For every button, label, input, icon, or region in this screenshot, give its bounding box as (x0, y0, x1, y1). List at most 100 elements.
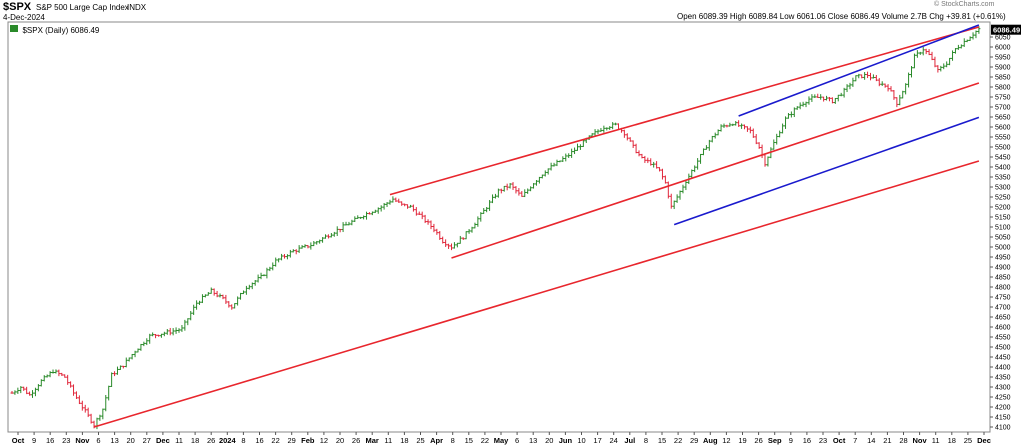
x-tick-label: 13 (529, 436, 537, 445)
x-tick-label: 7 (853, 436, 857, 445)
y-tick-label: 5500 (995, 145, 1011, 152)
x-tick-label: Oct (12, 436, 25, 445)
x-tick-label: 22 (674, 436, 682, 445)
blue-trendline (738, 24, 980, 117)
chart-symbol: $SPX (3, 1, 32, 13)
x-tick-label: 14 (867, 436, 875, 445)
x-tick-label: 21 (883, 436, 891, 445)
x-tick-label: 10 (577, 436, 585, 445)
x-tick-label: 12 (722, 436, 730, 445)
x-tick-label: 15 (465, 436, 473, 445)
chart-date: 4-Dec-2024 (3, 13, 45, 22)
y-tick-label: 4750 (995, 295, 1011, 302)
y-tick-label: 5100 (995, 225, 1011, 232)
price-readout: Open 6089.39 High 6089.84 Low 6061.06 Cl… (677, 12, 1006, 21)
last-price-box (991, 24, 1021, 35)
x-tick-label: Aug (703, 436, 718, 445)
chart-index-name: S&P 500 Large Cap Index (36, 3, 129, 12)
y-tick-label: 4800 (995, 285, 1011, 292)
x-tick-label: 16 (803, 436, 811, 445)
y-tick-label: 5950 (995, 55, 1011, 62)
x-tick-label: 18 (400, 436, 408, 445)
x-tick-label: 27 (143, 436, 151, 445)
x-tick-label: 23 (819, 436, 827, 445)
y-tick-label: 4600 (995, 325, 1011, 332)
x-tick-label: 18 (948, 436, 956, 445)
legend-label: $SPX (Daily) 6086.49 (22, 26, 100, 35)
x-tick-label: 26 (754, 436, 762, 445)
y-tick-label: 5350 (995, 175, 1011, 182)
x-tick-label: 11 (175, 436, 183, 445)
blue-trendline (673, 116, 980, 226)
x-tick-label: 16 (46, 436, 54, 445)
y-tick-label: 4300 (995, 385, 1011, 392)
x-tick-label: 8 (644, 436, 648, 445)
y-tick-label: 4400 (995, 365, 1011, 372)
x-tick-label: 13 (110, 436, 118, 445)
y-tick-label: 5650 (995, 115, 1011, 122)
y-tick-label: 4900 (995, 265, 1011, 272)
y-tick-label: 5050 (995, 235, 1011, 242)
x-tick-label: 18 (191, 436, 199, 445)
x-tick-label: 17 (593, 436, 601, 445)
x-tick-label: Feb (301, 436, 315, 445)
y-tick-label: 4850 (995, 275, 1011, 282)
x-tick-label: May (494, 436, 509, 445)
y-tick-label: 6050 (995, 35, 1011, 42)
y-tick-label: 5400 (995, 165, 1011, 172)
watermark: © StockCharts.com (934, 1, 995, 8)
y-tick-label: 4350 (995, 375, 1011, 382)
y-tick-label: 5300 (995, 185, 1011, 192)
chart-exchange: INDX (127, 3, 147, 12)
y-tick-label: 4550 (995, 335, 1011, 342)
last-price-label: 6086.49 (993, 26, 1020, 35)
x-tick-label: 20 (127, 436, 135, 445)
y-tick-label: 5850 (995, 75, 1011, 82)
x-tick-label: 6 (515, 436, 519, 445)
x-tick-label: Sep (768, 436, 782, 445)
x-tick-label: Jun (559, 436, 573, 445)
y-tick-label: 4100 (995, 425, 1011, 432)
y-tick-label: 4450 (995, 355, 1011, 362)
y-tick-label: 6000 (995, 45, 1011, 52)
x-tick-label: Apr (430, 436, 443, 445)
y-tick-label: 4500 (995, 345, 1011, 352)
x-tick-label: 29 (690, 436, 698, 445)
x-tick-label: 23 (62, 436, 70, 445)
y-tick-label: 4200 (995, 405, 1011, 412)
y-tick-label: 5600 (995, 125, 1011, 132)
x-tick-label: 20 (336, 436, 344, 445)
y-tick-label: 5550 (995, 135, 1011, 142)
y-tick-label: 4950 (995, 255, 1011, 262)
x-tick-label: 8 (451, 436, 455, 445)
y-tick-label: 5700 (995, 105, 1011, 112)
x-tick-label: 22 (271, 436, 279, 445)
y-tick-label: 5750 (995, 95, 1011, 102)
y-tick-label: 5800 (995, 85, 1011, 92)
x-tick-label: 11 (932, 436, 940, 445)
x-tick-label: 12 (320, 436, 328, 445)
x-tick-label: 11 (384, 436, 392, 445)
legend-swatch-icon (10, 25, 18, 33)
x-tick-label: Nov (75, 436, 90, 445)
x-tick-label: 2024 (219, 436, 237, 445)
y-tick-label: 4650 (995, 315, 1011, 322)
plot-frame (7, 21, 991, 433)
x-tick-label: 29 (288, 436, 296, 445)
x-tick-label: Mar (366, 436, 379, 445)
x-tick-label: Jul (624, 436, 635, 445)
y-tick-label: 5900 (995, 65, 1011, 72)
x-tick-label: 25 (964, 436, 972, 445)
x-tick-label: 20 (545, 436, 553, 445)
x-tick-label: 9 (32, 436, 36, 445)
x-tick-label: 16 (255, 436, 263, 445)
y-tick-label: 5250 (995, 195, 1011, 202)
x-tick-label: 25 (416, 436, 424, 445)
y-tick-label: 4700 (995, 305, 1011, 312)
x-tick-label: 8 (241, 436, 245, 445)
x-tick-label: 9 (789, 436, 793, 445)
x-tick-label: 26 (207, 436, 215, 445)
x-tick-label: 15 (658, 436, 666, 445)
